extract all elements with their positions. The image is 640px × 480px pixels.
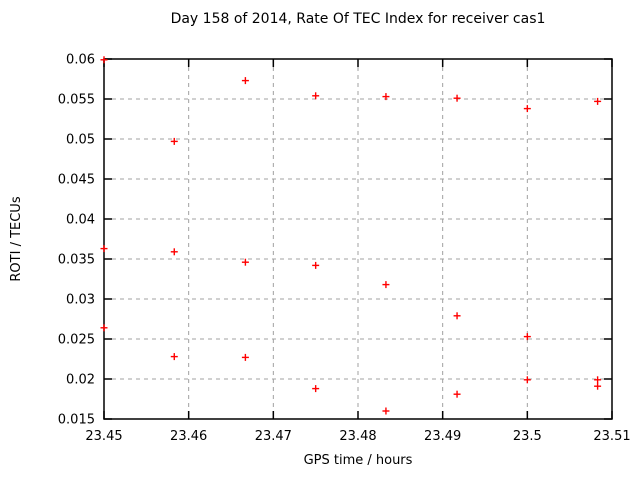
- chart-title: Day 158 of 2014, Rate Of TEC Index for r…: [170, 11, 546, 27]
- y-tick-label: 0.06: [66, 53, 95, 68]
- data-point: [312, 92, 320, 100]
- data-point: [523, 105, 531, 113]
- data-point: [170, 248, 178, 256]
- y-tick-label: 0.015: [58, 413, 95, 428]
- data-point: [594, 97, 602, 105]
- data-point: [523, 333, 531, 341]
- y-tick-label: 0.035: [58, 253, 95, 268]
- y-tick-label: 0.02: [66, 373, 95, 388]
- data-point: [382, 281, 390, 289]
- data-point: [382, 407, 390, 415]
- data-point: [453, 94, 461, 102]
- y-tick-label: 0.03: [66, 293, 95, 308]
- x-tick-label: 23.48: [339, 429, 376, 444]
- data-point: [100, 324, 108, 332]
- x-tick-label: 23.51: [593, 429, 630, 444]
- y-axis-label: ROTI / TECUs: [9, 196, 24, 282]
- data-points: [100, 56, 602, 415]
- x-tick-label: 23.45: [85, 429, 122, 444]
- data-point: [241, 258, 249, 266]
- data-point: [100, 245, 108, 253]
- data-point: [170, 137, 178, 145]
- x-tick-label: 23.46: [170, 429, 207, 444]
- data-point: [382, 93, 390, 101]
- data-point: [453, 390, 461, 398]
- data-point: [241, 353, 249, 361]
- data-point: [453, 312, 461, 320]
- x-tick-label: 23.49: [424, 429, 461, 444]
- x-tick-labels: 23.45 23.46 23.47 23.48 23.49 23.5 23.51: [85, 429, 630, 444]
- y-tick-label: 0.045: [58, 173, 95, 188]
- data-point: [312, 385, 320, 393]
- y-tick-label: 0.055: [58, 93, 95, 108]
- data-point: [241, 77, 249, 85]
- y-tick-labels: 0.015 0.02 0.025 0.03 0.035 0.04 0.045 0.05 0.05…: [58, 53, 95, 428]
- data-point: [523, 376, 531, 384]
- data-point: [100, 56, 108, 64]
- y-tick-label: 0.05: [66, 133, 95, 148]
- data-point: [594, 382, 602, 390]
- y-tick-label: 0.04: [66, 213, 95, 228]
- data-point: [312, 261, 320, 269]
- x-axis-label: GPS time / hours: [303, 453, 413, 468]
- y-tick-label: 0.025: [58, 333, 95, 348]
- data-point: [170, 353, 178, 361]
- gridlines: [104, 59, 612, 419]
- plot-border: [103, 58, 613, 420]
- x-tick-label: 23.47: [255, 429, 292, 444]
- x-tick-label: 23.5: [513, 429, 542, 444]
- data-point: [594, 376, 602, 384]
